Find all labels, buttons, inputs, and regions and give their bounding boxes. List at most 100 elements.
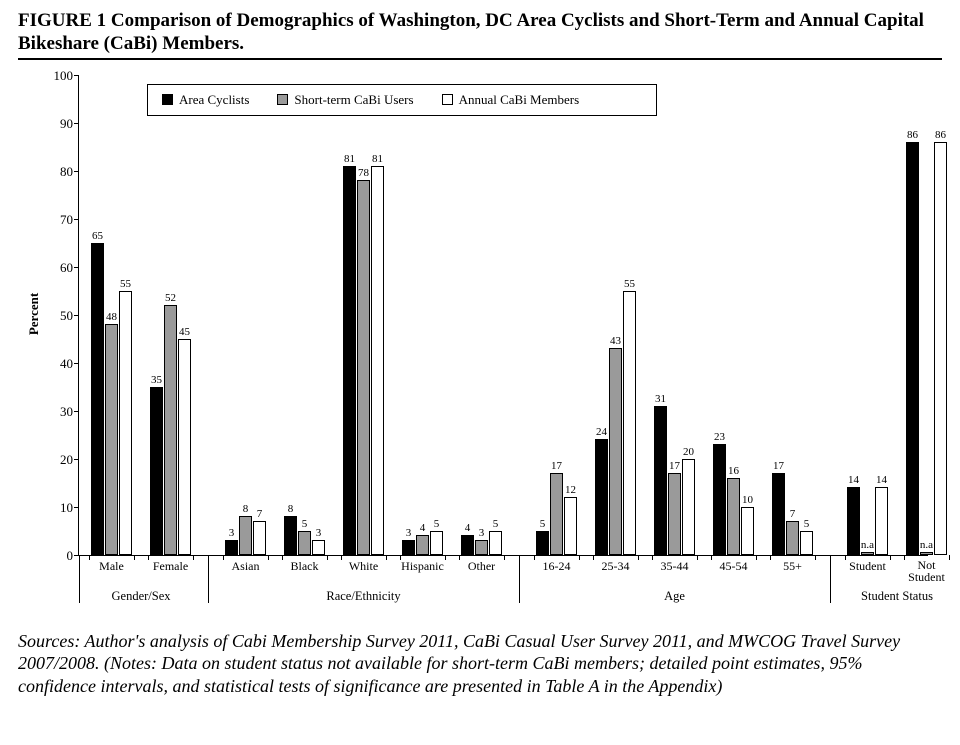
y-tick-label: 10: [60, 500, 79, 516]
bar: 14: [847, 487, 860, 554]
figure-title: FIGURE 1 Comparison of Demographics of W…: [18, 10, 942, 56]
legend-label: Area Cyclists: [179, 92, 249, 108]
y-tick-label: 70: [60, 212, 79, 228]
bar: 35: [150, 387, 163, 555]
x-tick: [534, 555, 535, 560]
x-tick: [223, 555, 224, 560]
bar-value-label: 52: [165, 293, 176, 306]
bar: 48: [105, 324, 118, 554]
bar: 12: [564, 497, 577, 555]
x-tick: [579, 555, 580, 560]
group-separator: [208, 555, 209, 603]
bar: 5: [800, 531, 813, 555]
bar: 81: [371, 166, 384, 555]
y-tick-label: 60: [60, 260, 79, 276]
bar: 5: [430, 531, 443, 555]
bar-value-label: 35: [151, 375, 162, 388]
x-tick: [89, 555, 90, 560]
bar-value-label: 3: [316, 528, 322, 541]
bar-value-label: 48: [106, 312, 117, 325]
bar: 45: [178, 339, 191, 555]
legend-swatch-icon: [442, 94, 453, 105]
bar: 17: [668, 473, 681, 555]
y-tick-label: 50: [60, 308, 79, 324]
bar-value-label: 4: [465, 523, 471, 536]
bar-value-label: 3: [229, 528, 235, 541]
bar: 24: [595, 439, 608, 554]
chart-frame: Percent Area Cyclists Short-term CaBi Us…: [18, 64, 942, 624]
category-label: 55+: [783, 555, 802, 574]
bar: 14: [875, 487, 888, 554]
bar-value-label: 55: [120, 279, 131, 292]
bar: 7: [786, 521, 799, 555]
bar-value-label: 55: [624, 279, 635, 292]
bar: 8: [284, 516, 297, 554]
legend: Area Cyclists Short-term CaBi Users Annu…: [147, 84, 657, 116]
bar: 4: [461, 535, 474, 554]
plot-area: Area Cyclists Short-term CaBi Users Annu…: [78, 76, 928, 556]
category-label: Hispanic: [401, 555, 444, 574]
x-tick: [711, 555, 712, 560]
legend-item-annual: Annual CaBi Members: [442, 92, 580, 108]
bar-value-label: 3: [406, 528, 412, 541]
y-tick-label: 100: [54, 68, 80, 84]
y-tick-label: 0: [67, 548, 80, 564]
bar-value-label: 17: [773, 461, 784, 474]
bar: 4: [416, 535, 429, 554]
bar: 5: [298, 531, 311, 555]
bar: 81: [343, 166, 356, 555]
bar-value-label: 86: [907, 130, 918, 143]
bar-value-label: 43: [610, 336, 621, 349]
bar: 7: [253, 521, 266, 555]
bar: 3: [475, 540, 488, 554]
bar: 55: [119, 291, 132, 555]
bar: 65: [91, 243, 104, 555]
bar: 3: [312, 540, 325, 554]
bar: 31: [654, 406, 667, 555]
y-tick-label: 30: [60, 404, 79, 420]
bar-value-label: 3: [479, 528, 485, 541]
y-tick-label: 90: [60, 116, 79, 132]
group-separator: [79, 555, 80, 603]
bar: 86: [934, 142, 947, 555]
bar-value-label: n.a: [861, 540, 874, 553]
bar-value-label: 5: [493, 519, 499, 532]
category-label: Black: [291, 555, 319, 574]
bar: 20: [682, 459, 695, 555]
bar-value-label: 17: [551, 461, 562, 474]
bar-value-label: 10: [742, 495, 753, 508]
bar: 3: [402, 540, 415, 554]
bar-value-label: 20: [683, 447, 694, 460]
bar-value-label: 4: [420, 523, 426, 536]
x-tick: [815, 555, 816, 560]
bar: 23: [713, 444, 726, 554]
x-tick: [845, 555, 846, 560]
group-label: Gender/Sex: [111, 555, 170, 604]
group-label: Student Status: [861, 555, 933, 604]
category-label: Asian: [232, 555, 260, 574]
bar-value-label: 5: [540, 519, 546, 532]
x-tick: [697, 555, 698, 560]
category-label: 16-24: [543, 555, 571, 574]
group-separator: [830, 555, 831, 603]
title-rule: [18, 58, 942, 60]
bar-value-label: 65: [92, 231, 103, 244]
bar: 52: [164, 305, 177, 555]
bar-value-label: 86: [935, 130, 946, 143]
figure-sources: Sources: Author's analysis of Cabi Membe…: [18, 630, 942, 698]
page: FIGURE 1 Comparison of Demographics of W…: [0, 0, 960, 745]
bar-value-label: 7: [257, 509, 263, 522]
bar-value-label: 5: [302, 519, 308, 532]
bar: 17: [550, 473, 563, 555]
bar-value-label: 8: [288, 504, 294, 517]
legend-label: Short-term CaBi Users: [294, 92, 413, 108]
x-tick: [770, 555, 771, 560]
bar: 43: [609, 348, 622, 554]
bar-value-label: 5: [804, 519, 810, 532]
bar-value-label: 81: [372, 154, 383, 167]
bar-value-label: 16: [728, 466, 739, 479]
bar-value-label: 14: [848, 475, 859, 488]
category-label: 45-54: [720, 555, 748, 574]
bar-value-label: 45: [179, 327, 190, 340]
legend-label: Annual CaBi Members: [459, 92, 580, 108]
